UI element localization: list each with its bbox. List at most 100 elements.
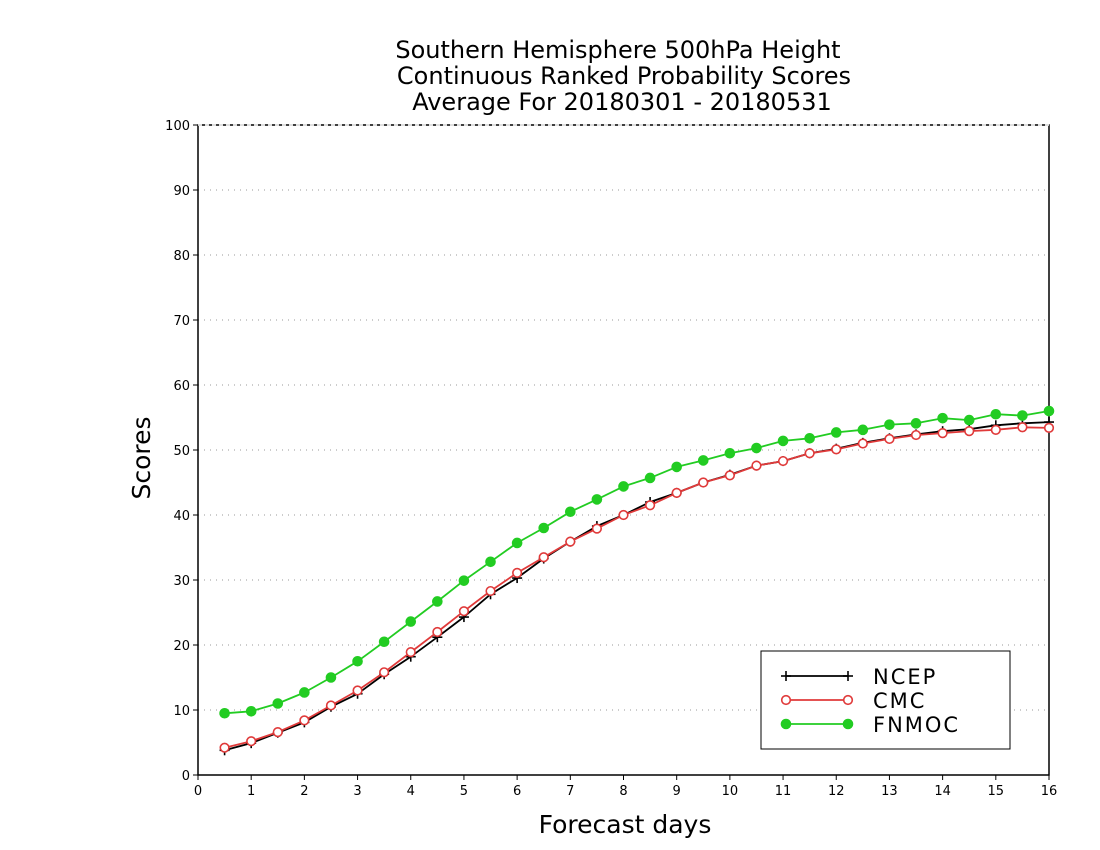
x-tick-label: 15 (988, 784, 1005, 799)
data-point-cmc (724, 470, 735, 481)
y-tick-label: 90 (173, 184, 190, 199)
data-point-cmc (352, 685, 363, 696)
data-point-fnmoc (644, 472, 656, 484)
data-point-cmc (325, 700, 337, 711)
data-point-fnmoc (405, 616, 417, 627)
data-point-fnmoc (219, 707, 230, 719)
x-tick-label: 2 (300, 784, 308, 799)
x-tick-label: 6 (513, 784, 521, 799)
data-point-cmc (219, 742, 230, 753)
legend-label-cmc: CMC (873, 689, 926, 713)
data-point-fnmoc (272, 698, 284, 709)
data-point-fnmoc (724, 447, 736, 459)
y-tick-label: 0 (182, 769, 190, 784)
data-point-fnmoc (884, 419, 895, 430)
x-tick-label: 5 (460, 784, 468, 799)
data-point-cmc (512, 567, 523, 578)
data-point-fnmoc (671, 461, 682, 473)
data-point-fnmoc (830, 427, 842, 438)
data-point-fnmoc (432, 596, 443, 607)
data-point-fnmoc (1043, 405, 1055, 417)
legend-entry-ncep: NCEP (781, 665, 937, 689)
data-point-cmc (671, 487, 682, 499)
legend-marker-end-ncep (843, 671, 853, 681)
data-point-cmc (964, 426, 975, 437)
data-point-cmc (884, 433, 895, 445)
legend-label-fnmoc: FNMOC (873, 713, 960, 737)
x-tick-label: 14 (934, 784, 951, 799)
legend-marker-start-cmc (780, 694, 792, 706)
data-point-fnmoc (618, 481, 629, 492)
data-point-fnmoc (857, 424, 869, 436)
data-point-cmc (804, 448, 815, 459)
y-axis-label: Scores (127, 416, 156, 499)
x-tick-label: 12 (828, 784, 845, 799)
legend-marker-end-cmc (842, 694, 854, 706)
data-point-fnmoc (804, 433, 815, 444)
title-line-2: Continuous Ranked Probability Scores (397, 62, 851, 90)
data-point-cmc (272, 726, 283, 738)
y-tick-label: 60 (173, 379, 190, 394)
x-tick-label: 0 (194, 784, 202, 799)
y-tick-label: 100 (165, 119, 190, 134)
data-point-cmc (246, 736, 257, 747)
data-point-cmc (379, 667, 390, 678)
x-axis-label: Forecast days (539, 810, 712, 839)
x-tick-label: 1 (247, 784, 255, 799)
x-tick-label: 13 (881, 784, 898, 799)
data-point-cmc (565, 536, 576, 547)
data-point-fnmoc (910, 418, 922, 429)
x-tick-label: 10 (722, 784, 739, 799)
x-tick-label: 9 (673, 784, 681, 799)
y-tick-label: 50 (173, 444, 190, 459)
x-tick-label: 16 (1041, 784, 1058, 799)
data-point-fnmoc (325, 672, 337, 683)
data-point-fnmoc (352, 655, 363, 667)
data-point-cmc (910, 429, 922, 441)
legend-marker-end-fnmoc (842, 718, 854, 730)
data-point-cmc (432, 626, 443, 638)
data-point-fnmoc (937, 412, 948, 424)
data-point-fnmoc (565, 506, 576, 518)
data-point-fnmoc (591, 494, 603, 505)
data-point-cmc (405, 647, 416, 658)
title-line-1: Southern Hemisphere 500hPa Height (395, 36, 840, 64)
series-cmc (219, 422, 1055, 753)
x-tick-label: 7 (566, 784, 574, 799)
data-series (219, 405, 1055, 756)
data-point-fnmoc (777, 435, 789, 447)
data-point-cmc (698, 477, 709, 488)
y-tick-label: 20 (173, 639, 190, 654)
chart-title: Southern Hemisphere 500hPa Height Contin… (395, 36, 851, 116)
data-point-cmc (618, 509, 629, 521)
legend-entry-cmc: CMC (780, 689, 926, 713)
legend-marker-start-fnmoc (780, 718, 792, 730)
data-point-cmc (777, 455, 789, 467)
data-point-fnmoc (378, 636, 390, 648)
data-point-fnmoc (1017, 410, 1028, 421)
data-point-fnmoc (697, 455, 709, 466)
x-tick-label: 3 (353, 784, 361, 799)
x-tick-label: 4 (407, 784, 415, 799)
data-point-cmc (538, 552, 549, 563)
y-tick-label: 30 (173, 574, 190, 589)
data-point-fnmoc (458, 575, 470, 586)
x-tick-label: 11 (775, 784, 792, 799)
data-point-fnmoc (485, 556, 496, 568)
y-tick-label: 70 (173, 314, 190, 329)
data-point-cmc (831, 444, 842, 455)
data-point-fnmoc (511, 537, 523, 549)
gridlines (198, 189, 1049, 711)
y-tick-label: 40 (173, 509, 190, 524)
y-tick-label: 80 (173, 249, 190, 264)
data-point-cmc (644, 500, 656, 511)
data-point-cmc (937, 428, 948, 439)
data-point-cmc (299, 715, 310, 726)
legend-label-ncep: NCEP (873, 665, 937, 689)
data-point-fnmoc (751, 442, 762, 454)
title-line-3: Average For 20180301 - 20180531 (412, 88, 832, 116)
data-point-cmc (485, 585, 496, 597)
data-point-fnmoc (245, 706, 257, 717)
